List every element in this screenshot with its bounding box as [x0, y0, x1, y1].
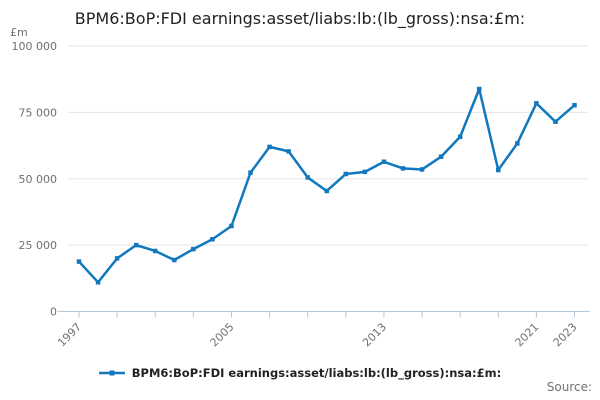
series-point[interactable] — [210, 237, 215, 242]
y-axis-tick-label: 0 — [50, 306, 57, 319]
series-point[interactable] — [267, 144, 272, 150]
x-axis-tick-label: 2021 — [513, 320, 542, 349]
x-axis-tick-label: 2013 — [360, 320, 389, 349]
y-axis-tick-label: 25 000 — [19, 239, 58, 252]
x-axis-tick-label: 2023 — [551, 320, 580, 349]
y-axis-unit-label: £m — [10, 26, 28, 39]
chart-title: BPM6:BoP:FDI earnings:asset/liabs:lb:(lb… — [74, 9, 526, 28]
series-point[interactable] — [419, 167, 425, 172]
y-axis-tick-label: 75 000 — [19, 106, 58, 119]
series-point[interactable] — [515, 141, 520, 146]
series-point[interactable] — [343, 171, 349, 177]
series-point[interactable] — [534, 101, 539, 106]
series-point[interactable] — [114, 256, 120, 261]
series-point[interactable] — [152, 248, 158, 254]
y-axis-tick-label: 50 000 — [19, 173, 58, 186]
x-axis-tick-label: 2005 — [208, 320, 237, 349]
series-point[interactable] — [572, 102, 577, 108]
y-axis-tick-label: 100 000 — [12, 40, 58, 53]
series-point[interactable] — [496, 167, 501, 173]
series-point[interactable] — [95, 280, 101, 285]
series-point[interactable] — [553, 119, 558, 124]
series-point[interactable] — [286, 149, 291, 154]
source-label: Source: — [546, 380, 592, 394]
series-point[interactable] — [133, 242, 139, 248]
series-point[interactable] — [476, 86, 482, 92]
series-point[interactable] — [324, 188, 330, 194]
series-point[interactable] — [76, 259, 82, 264]
x-axis-tick-label: 1997 — [55, 320, 84, 349]
series-point[interactable] — [248, 170, 253, 175]
series-point[interactable] — [229, 223, 234, 229]
series-line[interactable] — [77, 87, 576, 284]
legend-label: BPM6:BoP:FDI earnings:asset/liabs:lb:(lb… — [131, 366, 502, 380]
legend-item[interactable]: BPM6:BoP:FDI earnings:asset/liabs:lb:(lb… — [0, 364, 600, 382]
series-point[interactable] — [305, 175, 310, 180]
series-point[interactable] — [457, 134, 463, 140]
series-point[interactable] — [381, 159, 387, 165]
series-point[interactable] — [172, 257, 177, 263]
series-point[interactable] — [400, 166, 406, 171]
legend-marker-icon — [98, 370, 125, 376]
series-point[interactable] — [191, 246, 196, 252]
series-point[interactable] — [362, 169, 368, 175]
series-point[interactable] — [438, 154, 444, 159]
